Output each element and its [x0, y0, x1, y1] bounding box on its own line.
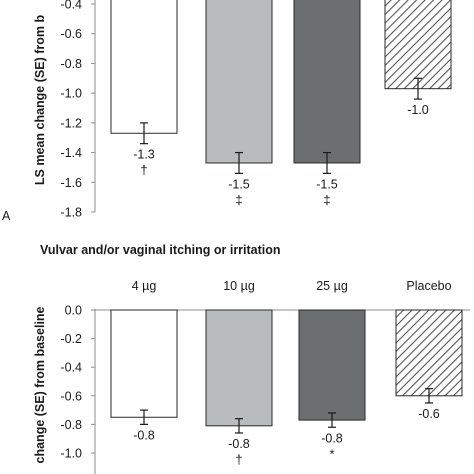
bar-2: [205, 309, 273, 427]
y-tick-label: -0.8: [60, 418, 82, 432]
y-tick-label: -0.8: [60, 57, 82, 71]
y-tick-label: -1.0: [60, 447, 82, 461]
bar-1: [110, 309, 178, 418]
significance-marker: †: [140, 163, 147, 178]
y-tick-label: -0.4: [60, 361, 82, 375]
y-tick-label: -0.6: [60, 27, 82, 41]
y-tick-label: -1.2: [60, 116, 82, 130]
category-label: 10 µg: [223, 279, 255, 293]
bar-4: [395, 309, 463, 397]
y-axis-title: change (SE) from baseline: [33, 306, 47, 463]
significance-marker: *: [329, 446, 334, 461]
significance-marker: †: [235, 452, 242, 467]
data-label: -1.5: [316, 177, 338, 191]
panel-title: Vulvar and/or vaginal itching or irritat…: [40, 243, 281, 257]
y-tick-label: -1.8: [60, 206, 82, 220]
data-label: -0.8: [133, 428, 155, 442]
category-label: 4 µg: [132, 279, 157, 293]
data-label: -1.5: [228, 177, 250, 191]
y-tick-label: -0.4: [60, 0, 82, 12]
significance-marker: ‡: [235, 192, 242, 207]
category-label: Placebo: [406, 279, 451, 293]
y-tick-label: -0.6: [60, 389, 82, 403]
y-tick-label: -0.2: [60, 332, 82, 346]
panel-b: 0.0 -0.2 -0.4 -0.6 -0.8 -1.0 change (SE) from …: [33, 243, 470, 474]
data-label: -0.6: [418, 407, 440, 421]
bar-4: [384, 0, 452, 90]
category-label: 25 µg: [316, 279, 348, 293]
data-label: -0.8: [228, 437, 250, 451]
panel-letter: A: [2, 209, 11, 223]
bar-3: [293, 0, 361, 164]
significance-marker: ‡: [323, 192, 330, 207]
data-label: -1.3: [133, 148, 155, 162]
bar-2: [205, 0, 273, 164]
y-tick-label: 0.0: [65, 304, 82, 318]
y-tick-label: -1.6: [60, 176, 82, 190]
y-tick-label: -1.4: [60, 146, 82, 160]
data-label: -0.8: [321, 431, 343, 445]
y-axis-title: LS mean change (SE) from b: [33, 15, 47, 186]
bar-1: [110, 0, 178, 134]
data-label: -1.0: [407, 103, 429, 117]
y-tick-label: -1.0: [60, 87, 82, 101]
bar-3: [298, 309, 366, 421]
panel-a: -0.4 -0.6 -0.8 -1.0 -1.2 -1.4 -1.6 -1.8 LS mean …: [2, 0, 452, 223]
